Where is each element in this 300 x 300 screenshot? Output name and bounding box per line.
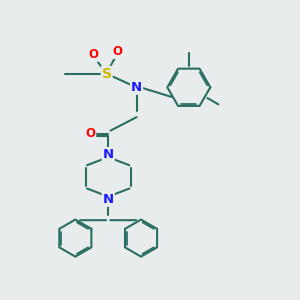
Text: S: S (102, 67, 112, 81)
Text: O: O (112, 45, 122, 58)
Text: N: N (103, 193, 114, 206)
Text: O: O (88, 48, 98, 61)
Text: N: N (131, 81, 142, 94)
Text: N: N (103, 148, 114, 161)
Text: O: O (85, 127, 95, 140)
